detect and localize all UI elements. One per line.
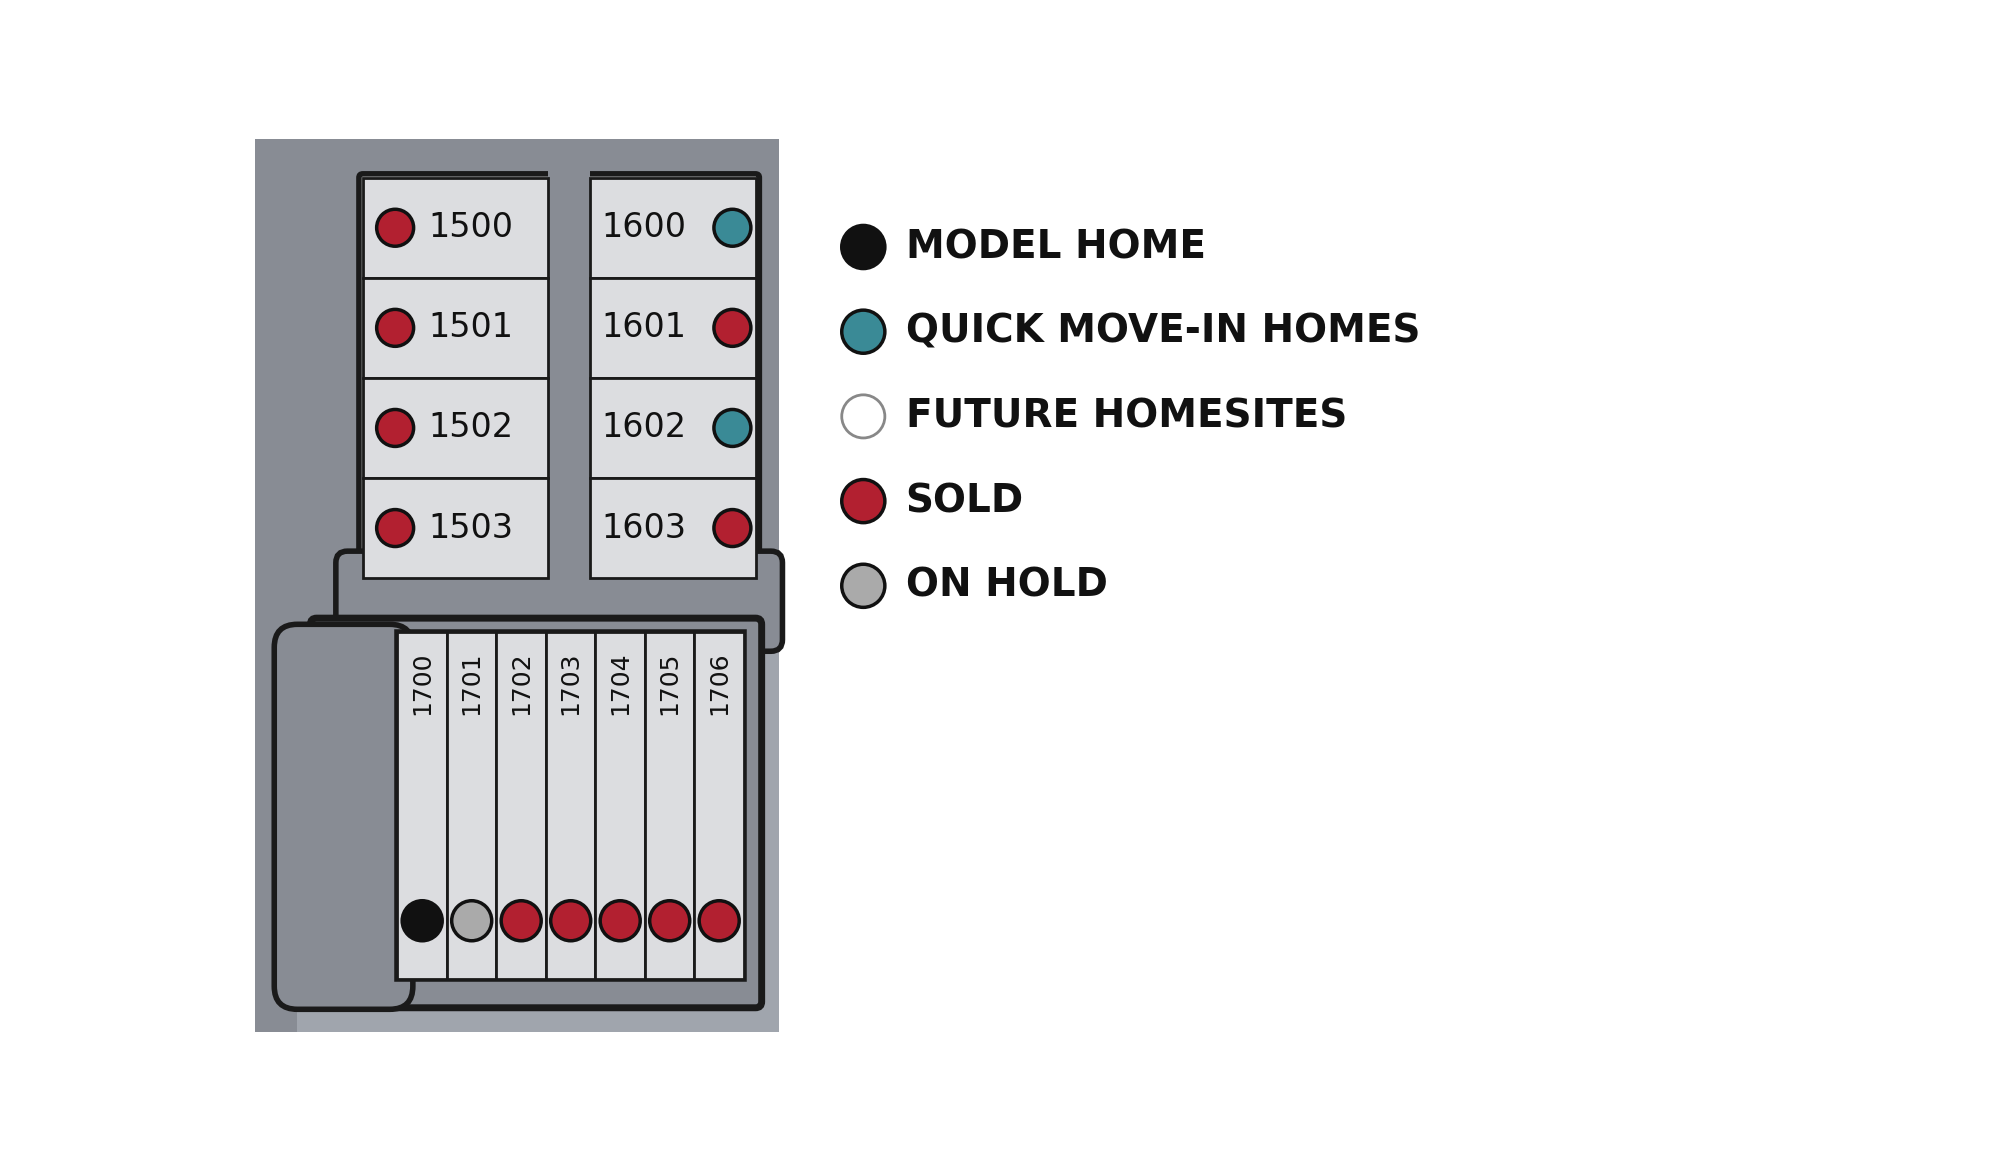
Text: 1502: 1502 (428, 412, 514, 444)
FancyBboxPatch shape (274, 624, 412, 1009)
Circle shape (714, 310, 750, 347)
FancyBboxPatch shape (310, 618, 762, 1008)
Circle shape (842, 225, 884, 269)
Circle shape (842, 394, 884, 438)
Bar (398, 632, 446, 979)
Text: 1705: 1705 (658, 651, 682, 715)
FancyBboxPatch shape (336, 551, 574, 651)
Text: 1500: 1500 (428, 211, 514, 245)
Bar (298, 139, 778, 617)
Bar (590, 177, 756, 277)
Text: 1602: 1602 (602, 412, 686, 444)
FancyBboxPatch shape (358, 174, 552, 582)
Text: 1706: 1706 (708, 651, 732, 715)
Bar (694, 632, 744, 979)
FancyBboxPatch shape (586, 174, 760, 582)
Text: 1702: 1702 (510, 651, 534, 715)
Text: 1701: 1701 (460, 651, 484, 715)
Circle shape (714, 209, 750, 246)
Bar (362, 177, 548, 277)
Circle shape (376, 509, 414, 546)
Bar (362, 378, 548, 478)
Circle shape (714, 509, 750, 546)
Text: 1601: 1601 (602, 311, 686, 345)
Bar (496, 632, 546, 979)
Circle shape (452, 900, 492, 941)
Circle shape (600, 900, 640, 941)
Text: 1501: 1501 (428, 311, 514, 345)
Circle shape (376, 310, 414, 347)
Text: 1503: 1503 (428, 512, 514, 544)
Bar (590, 277, 756, 378)
Bar (362, 478, 548, 578)
Circle shape (714, 409, 750, 447)
Text: FUTURE HOMESITES: FUTURE HOMESITES (906, 398, 1348, 435)
Bar (256, 139, 778, 1032)
Text: 1600: 1600 (602, 211, 686, 245)
Circle shape (550, 900, 590, 941)
Circle shape (376, 409, 414, 447)
Text: 1603: 1603 (602, 512, 686, 544)
Text: 1700: 1700 (410, 651, 434, 715)
Circle shape (842, 310, 884, 354)
Circle shape (376, 209, 414, 246)
Bar (590, 378, 756, 478)
Text: MODEL HOME: MODEL HOME (906, 229, 1206, 266)
FancyBboxPatch shape (564, 551, 782, 651)
Bar (298, 601, 778, 632)
Text: 1703: 1703 (558, 651, 582, 715)
Circle shape (502, 900, 542, 941)
Circle shape (402, 900, 442, 941)
Circle shape (842, 479, 884, 523)
Text: ON HOLD: ON HOLD (906, 567, 1108, 604)
Bar (590, 478, 756, 578)
Bar (362, 277, 548, 378)
Circle shape (650, 900, 690, 941)
Circle shape (700, 900, 740, 941)
Text: 1704: 1704 (608, 651, 632, 715)
Bar (446, 632, 496, 979)
Text: QUICK MOVE-IN HOMES: QUICK MOVE-IN HOMES (906, 313, 1420, 350)
Bar (644, 632, 694, 979)
Bar (548, 139, 590, 632)
Text: SOLD: SOLD (906, 483, 1024, 520)
Bar (546, 632, 596, 979)
Circle shape (842, 564, 884, 608)
Bar (256, 139, 298, 1032)
Bar (596, 632, 644, 979)
Bar (398, 632, 744, 979)
